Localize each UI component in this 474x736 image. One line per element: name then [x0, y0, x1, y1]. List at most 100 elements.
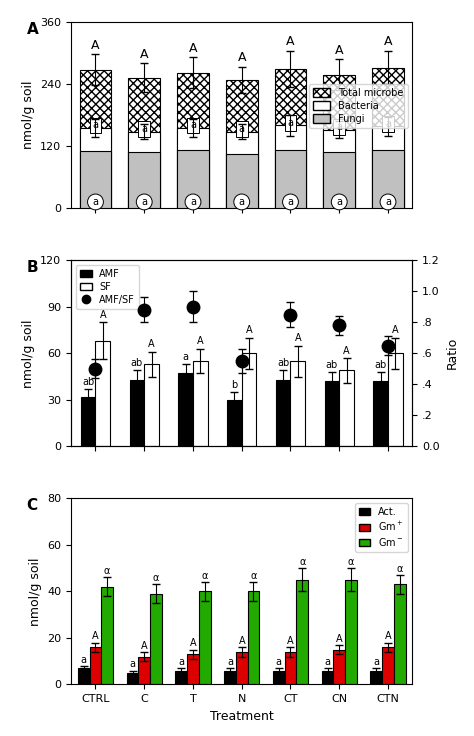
Bar: [394, 584, 406, 684]
Text: A: A: [238, 636, 245, 646]
Text: A: A: [100, 310, 106, 320]
Bar: [247, 592, 259, 684]
Bar: [80, 152, 111, 208]
Bar: [144, 364, 159, 446]
Text: A: A: [385, 631, 392, 642]
Text: a: a: [276, 657, 282, 667]
Text: α: α: [397, 564, 403, 574]
Text: a: a: [190, 197, 196, 207]
Bar: [322, 670, 333, 684]
Bar: [276, 380, 291, 446]
Text: α: α: [250, 571, 256, 581]
Text: a: a: [92, 197, 99, 207]
Text: A: A: [335, 43, 344, 57]
Text: A: A: [140, 48, 148, 61]
Text: A: A: [91, 38, 100, 52]
Text: A: A: [384, 35, 392, 49]
Text: A: A: [246, 325, 252, 336]
Bar: [291, 361, 305, 446]
Bar: [193, 361, 208, 446]
Text: a: a: [336, 122, 342, 132]
Bar: [95, 341, 110, 446]
Bar: [81, 397, 95, 446]
Text: ab: ab: [82, 377, 94, 386]
Text: α: α: [348, 557, 354, 567]
Bar: [242, 353, 256, 446]
Bar: [382, 647, 394, 684]
Text: a: a: [336, 197, 342, 207]
Bar: [285, 652, 296, 684]
Text: A: A: [336, 634, 343, 644]
Text: a: a: [129, 659, 136, 669]
Bar: [323, 75, 355, 208]
Bar: [150, 594, 162, 684]
Text: a: a: [227, 657, 233, 667]
Text: a: a: [190, 121, 196, 130]
Text: A: A: [197, 336, 204, 347]
Text: ab: ab: [374, 360, 387, 369]
Text: A: A: [27, 22, 38, 37]
Bar: [323, 130, 355, 208]
Text: α: α: [201, 571, 208, 581]
Bar: [388, 353, 402, 446]
Bar: [101, 587, 113, 684]
Legend: AMF, SF, AMF/SF: AMF, SF, AMF/SF: [76, 265, 139, 308]
Text: a: a: [239, 124, 245, 134]
Bar: [226, 80, 257, 208]
Bar: [177, 73, 209, 208]
Bar: [323, 152, 355, 208]
Text: A: A: [92, 631, 99, 642]
Bar: [372, 149, 404, 208]
Bar: [227, 400, 242, 446]
Bar: [339, 370, 354, 446]
Text: ab: ab: [277, 358, 289, 368]
Text: A: A: [392, 325, 399, 336]
Legend: Total microbe, Bacteria, Fungi: Total microbe, Bacteria, Fungi: [309, 84, 408, 127]
Text: A: A: [286, 35, 295, 48]
Bar: [78, 668, 90, 684]
Text: ab: ab: [131, 358, 143, 368]
Bar: [177, 150, 209, 208]
Text: C: C: [27, 498, 38, 514]
Text: a: a: [288, 118, 293, 128]
Text: α: α: [153, 573, 159, 584]
Y-axis label: Ratio: Ratio: [446, 337, 458, 369]
Text: a: a: [325, 657, 330, 667]
Bar: [226, 154, 257, 208]
Text: A: A: [343, 346, 350, 355]
Bar: [178, 373, 193, 446]
Bar: [236, 652, 247, 684]
Text: a: a: [239, 197, 245, 207]
Bar: [80, 70, 111, 208]
Text: A: A: [189, 42, 197, 54]
Text: a: a: [141, 124, 147, 134]
Text: A: A: [237, 52, 246, 65]
Text: a: a: [92, 121, 99, 130]
Bar: [127, 673, 138, 684]
Bar: [199, 592, 210, 684]
Text: ab: ab: [326, 360, 338, 369]
Bar: [226, 132, 257, 208]
Text: a: a: [374, 657, 379, 667]
Bar: [274, 68, 306, 208]
Text: a: a: [141, 197, 147, 207]
Bar: [372, 127, 404, 208]
Text: A: A: [148, 339, 155, 350]
Text: a: a: [288, 197, 293, 207]
Bar: [224, 670, 236, 684]
Bar: [374, 381, 388, 446]
Bar: [273, 670, 285, 684]
Legend: Act., Gm$^+$, Gm$^-$: Act., Gm$^+$, Gm$^-$: [355, 503, 408, 552]
Bar: [128, 78, 160, 208]
Text: a: a: [81, 655, 87, 665]
Text: a: a: [182, 352, 189, 362]
Bar: [129, 380, 144, 446]
Bar: [274, 149, 306, 208]
Bar: [296, 580, 308, 684]
Bar: [274, 125, 306, 208]
Bar: [371, 670, 382, 684]
Text: α: α: [104, 566, 110, 576]
Y-axis label: nmol/g soil: nmol/g soil: [22, 319, 35, 388]
Text: A: A: [190, 638, 196, 648]
Bar: [128, 152, 160, 208]
